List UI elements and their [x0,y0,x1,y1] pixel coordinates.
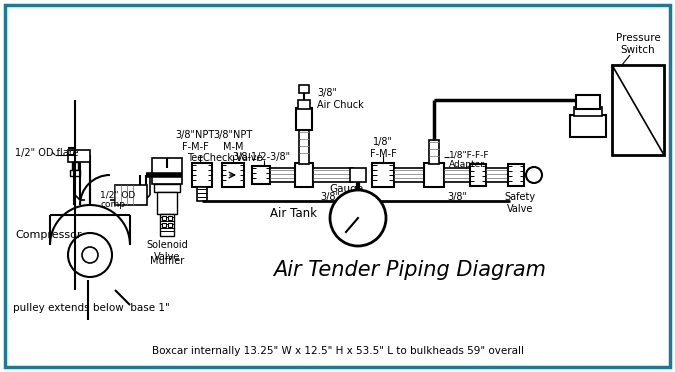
Bar [299,85,309,93]
Text: 1/2" OD flare: 1/2" OD flare [15,148,78,158]
Bar [152,158,182,184]
Bar [372,163,394,187]
Bar [296,108,312,130]
Bar [444,168,470,182]
Text: Muffler: Muffler [150,256,184,266]
Text: Air Tank: Air Tank [270,207,317,220]
Bar [576,95,600,109]
Text: Pressure
Switch: Pressure Switch [616,33,660,55]
Bar [168,216,172,220]
Bar [197,187,207,201]
Bar [299,130,309,164]
Bar [508,164,524,186]
Bar [162,223,166,227]
Bar [252,166,270,184]
Bar [295,163,313,187]
Text: 3/8": 3/8" [447,192,467,202]
Bar [70,170,80,176]
Bar [429,140,439,164]
Bar [222,163,244,187]
Text: 3/8"NPT
M-M
Check Valve: 3/8"NPT M-M Check Valve [203,130,263,163]
Text: Air Tender Piping Diagram: Air Tender Piping Diagram [273,260,547,280]
Bar [160,214,174,236]
Bar [486,168,508,182]
Bar [574,107,602,116]
Circle shape [330,190,386,246]
Text: pulley extends below  base 1": pulley extends below base 1" [13,303,169,313]
Text: Gauge: Gauge [329,184,363,194]
Text: 3/8-1/2-3/8": 3/8-1/2-3/8" [232,152,290,162]
Text: Solenoid
Valve: Solenoid Valve [146,240,188,262]
Bar [115,185,147,205]
Bar [313,168,353,182]
Text: 3/8"NPT
F-M-F
Tee: 3/8"NPT F-M-F Tee [176,130,215,163]
Text: Safety
Valve: Safety Valve [504,192,535,214]
Bar [270,168,298,182]
Text: Compressor: Compressor [15,230,82,240]
Bar [162,216,166,220]
Text: 1/8"
F-M-F: 1/8" F-M-F [370,137,396,158]
Text: Boxcar internally 13.25" W x 12.5" H x 53.5" L to bulkheads 59" overall: Boxcar internally 13.25" W x 12.5" H x 5… [152,346,524,356]
Bar [470,164,486,186]
Text: 1/2" OD
comp: 1/2" OD comp [100,190,135,209]
Bar [570,115,606,137]
Text: 3/8"
Air Chuck: 3/8" Air Chuck [317,88,364,110]
Circle shape [526,167,542,183]
Bar [424,163,444,187]
Bar [394,168,424,182]
Bar [298,100,310,109]
Bar [157,192,177,214]
Bar [350,168,366,182]
Bar [612,65,664,155]
Text: 1/8"F-F-F
Adapter: 1/8"F-F-F Adapter [449,150,489,169]
Bar [68,150,90,162]
Bar [72,162,78,170]
Bar [192,163,212,187]
Bar [168,223,172,227]
Bar [154,184,180,192]
Text: 3/8": 3/8" [320,192,340,202]
